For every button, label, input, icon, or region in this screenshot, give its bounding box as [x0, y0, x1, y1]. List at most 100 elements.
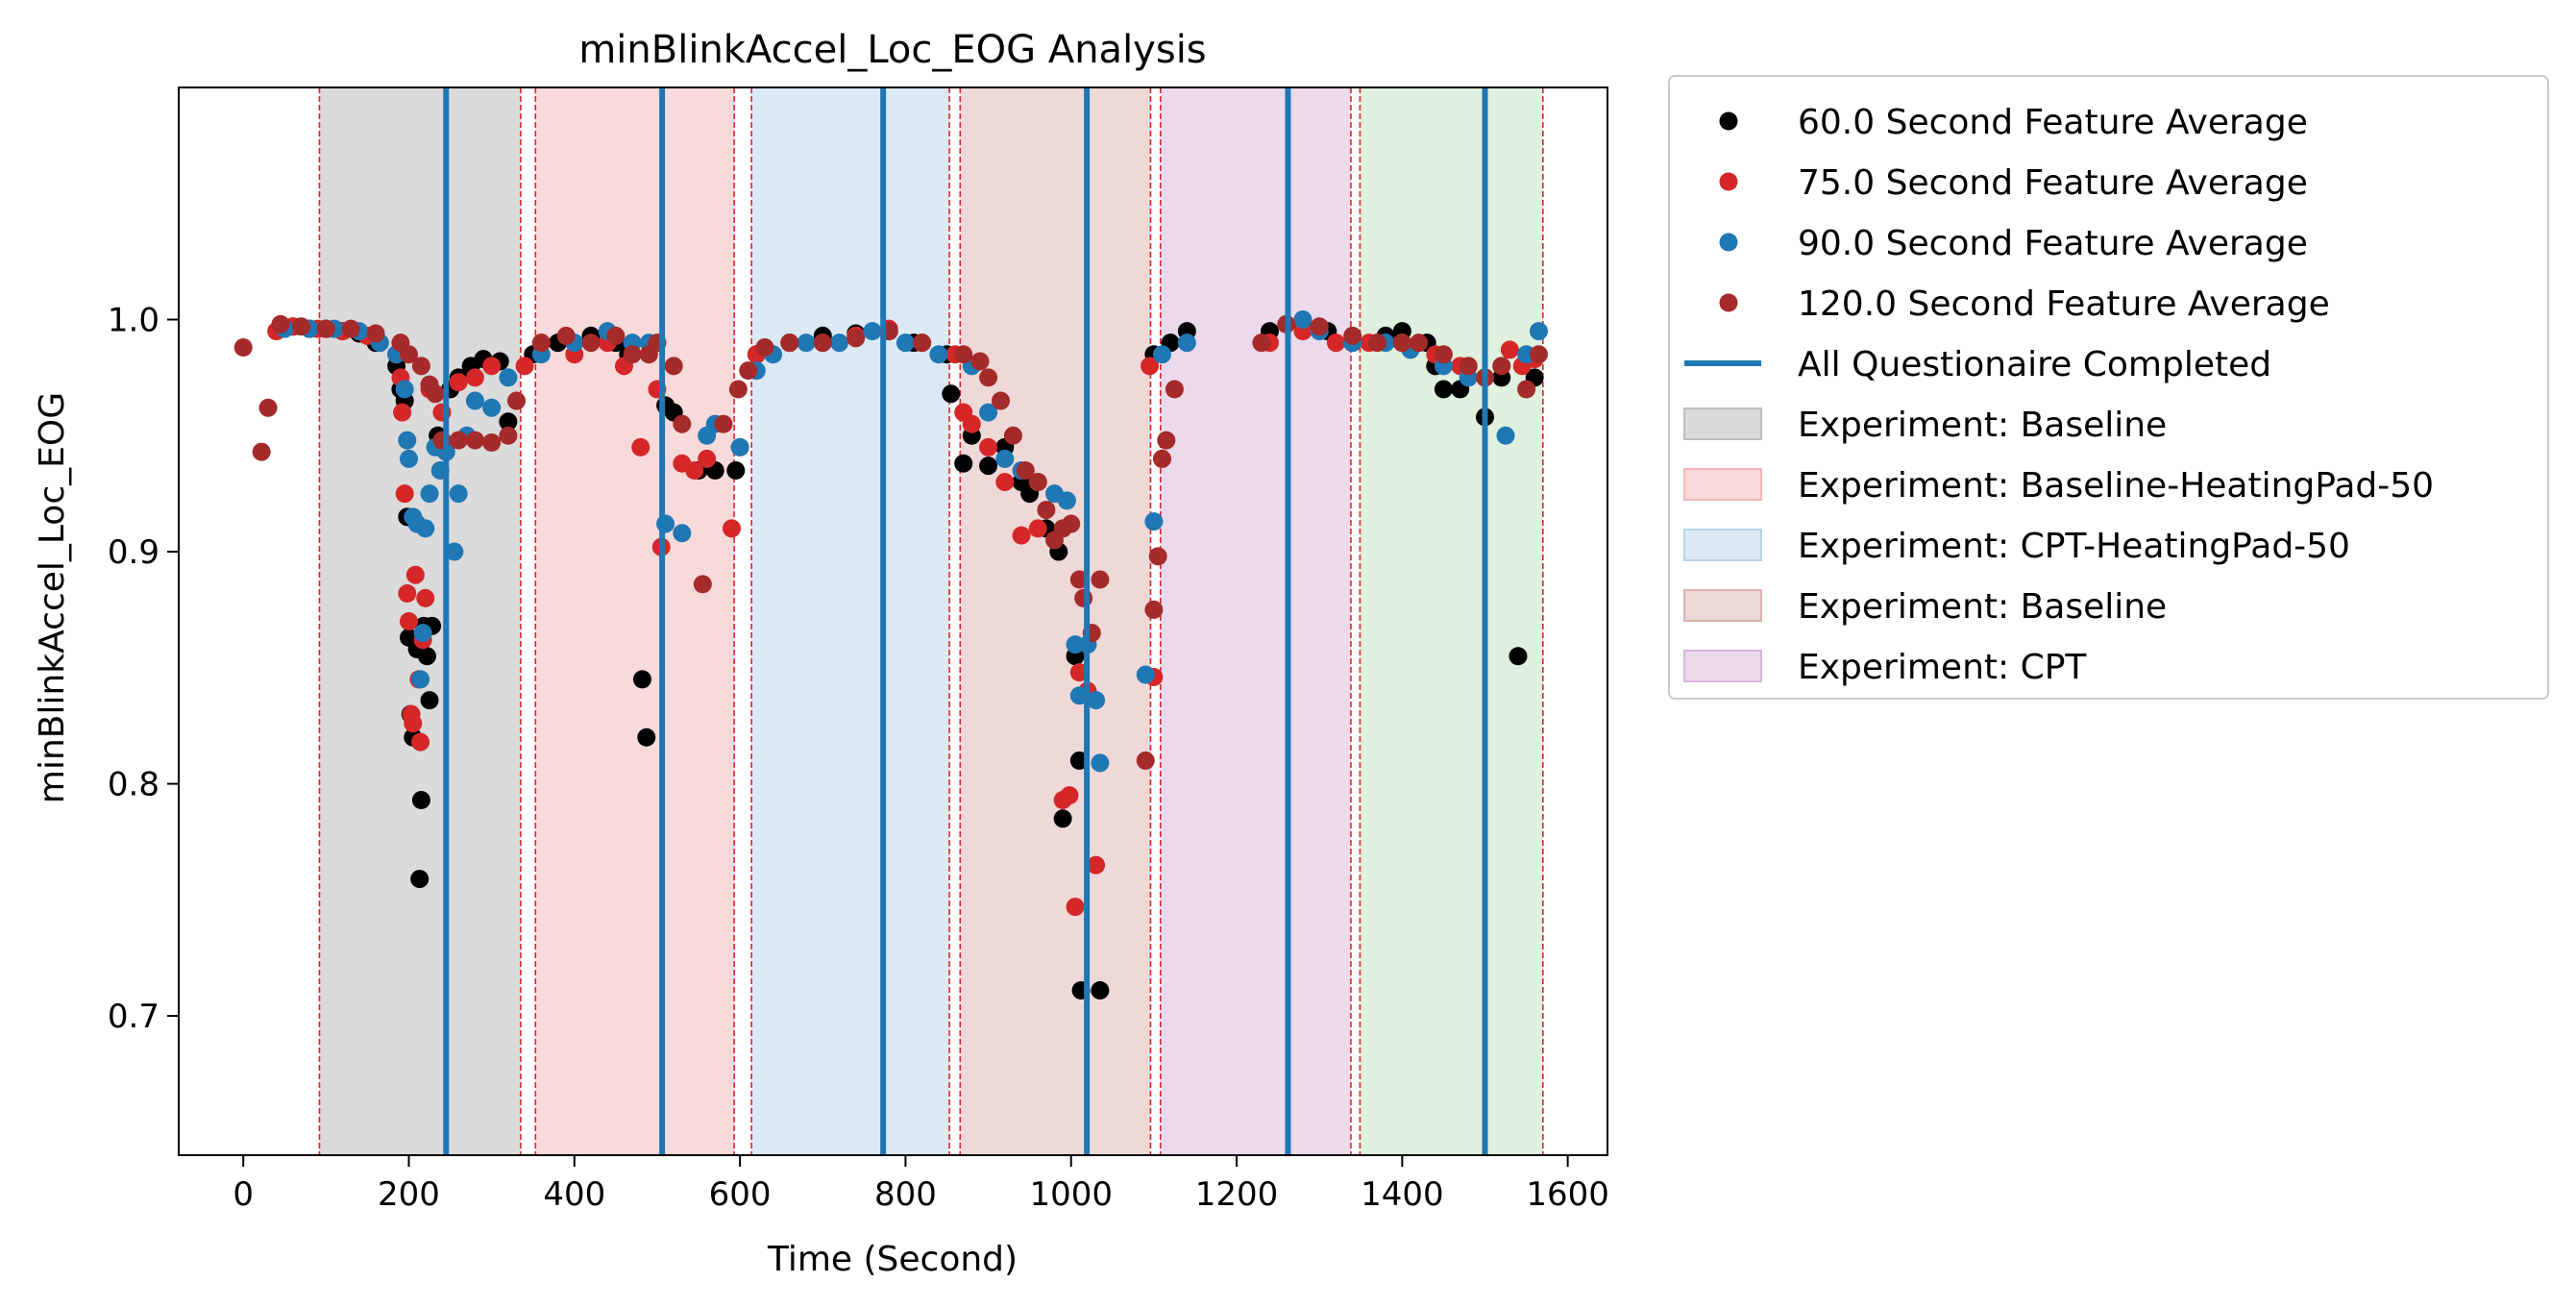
data-point	[416, 588, 435, 607]
legend-label: 60.0 Second Feature Average	[1798, 103, 2308, 142]
data-point	[730, 437, 749, 457]
data-point	[395, 380, 414, 399]
data-point	[979, 437, 998, 457]
data-point	[341, 319, 360, 338]
data-point	[531, 333, 551, 353]
series-3	[233, 314, 1548, 770]
data-point	[411, 732, 430, 752]
data-point	[413, 624, 432, 643]
data-point	[970, 352, 990, 371]
data-point	[698, 449, 717, 468]
data-point	[673, 524, 692, 543]
data-point	[623, 345, 642, 364]
data-point	[515, 357, 534, 376]
data-point	[395, 484, 414, 504]
data-point	[410, 870, 429, 889]
legend-patch	[1683, 589, 1762, 622]
data-point	[1060, 786, 1079, 805]
legend-label: Experiment: Baseline	[1798, 406, 2167, 445]
plot-area: 0 200 400 600 800 1000 1200 1400 1600 0.7 0.8 0.9 1.…	[108, 86, 1609, 1214]
data-point	[499, 426, 518, 445]
legend-patch	[1683, 650, 1762, 682]
data-point	[991, 391, 1010, 410]
data-point	[1148, 547, 1167, 566]
data-point	[1165, 380, 1184, 399]
data-point	[1492, 357, 1511, 376]
data-point	[1141, 357, 1160, 376]
x-tick-label: 400	[543, 1175, 605, 1214]
legend-label: Experiment: Baseline	[1798, 587, 2167, 627]
data-point	[316, 319, 335, 338]
legend-marker	[1719, 293, 1738, 312]
data-point	[404, 714, 423, 733]
data-point	[685, 461, 704, 481]
data-point	[420, 691, 439, 710]
data-point	[1091, 753, 1110, 773]
data-point	[929, 345, 948, 364]
data-point	[1144, 512, 1164, 531]
data-point	[252, 442, 271, 461]
data-point	[1136, 751, 1155, 770]
legend-label: Experiment: CPT-HeatingPad-50	[1798, 527, 2350, 566]
data-point	[1293, 310, 1313, 330]
data-point	[507, 391, 527, 410]
data-point	[1091, 981, 1110, 1000]
data-point	[1037, 501, 1056, 520]
chart-title: minBlinkAccel_Loc_EOG Analysis	[578, 28, 1206, 72]
data-point	[411, 670, 430, 689]
data-point	[482, 357, 502, 376]
experiment-span-4	[1160, 87, 1351, 1155]
experiment-span-2	[751, 87, 950, 1155]
data-point	[1069, 663, 1089, 682]
data-point	[449, 484, 468, 504]
data-point	[411, 790, 430, 809]
data-point	[499, 368, 518, 387]
data-point	[962, 414, 981, 433]
y-tick-label: 0.7	[108, 998, 159, 1036]
data-point	[445, 542, 464, 561]
y-tick-label: 0.9	[108, 533, 159, 572]
data-point	[846, 329, 866, 348]
data-point	[1069, 751, 1089, 770]
data-point	[728, 380, 748, 399]
data-point	[405, 565, 425, 584]
data-point	[393, 403, 412, 422]
data-point	[1410, 333, 1429, 353]
data-point	[271, 314, 290, 333]
data-point	[1074, 588, 1093, 607]
data-point	[1012, 526, 1031, 545]
data-point	[1434, 345, 1453, 364]
data-point	[499, 412, 518, 432]
data-point	[1003, 426, 1022, 445]
data-point	[416, 519, 435, 538]
data-point	[1367, 333, 1386, 353]
data-point	[954, 454, 973, 473]
data-point	[1517, 380, 1536, 399]
y-axis-label: minBlinkAccel_Loc_EOG	[33, 392, 72, 803]
x-axis-label: Time (Second)	[767, 1240, 1018, 1279]
data-point	[632, 670, 651, 689]
data-point	[979, 368, 998, 387]
data-point	[1057, 491, 1076, 510]
x-tick-label: 1000	[1029, 1175, 1113, 1214]
legend-patch	[1683, 407, 1762, 440]
x-tick-label: 200	[378, 1175, 440, 1214]
data-point	[400, 612, 419, 630]
legend-patch	[1683, 468, 1762, 501]
data-point	[400, 345, 419, 364]
data-point	[813, 333, 832, 353]
experiment-span-1	[535, 87, 735, 1155]
data-point	[995, 449, 1015, 468]
data-point	[606, 326, 626, 345]
x-tick-label: 1600	[1526, 1175, 1609, 1214]
y-tick-label: 1.0	[108, 302, 159, 340]
data-point	[411, 357, 430, 376]
data-point	[1434, 380, 1453, 399]
data-point	[739, 361, 758, 381]
data-point	[714, 414, 733, 433]
data-point	[1053, 809, 1072, 828]
data-point	[995, 473, 1015, 492]
data-point	[637, 728, 656, 747]
data-point	[1500, 340, 1519, 359]
